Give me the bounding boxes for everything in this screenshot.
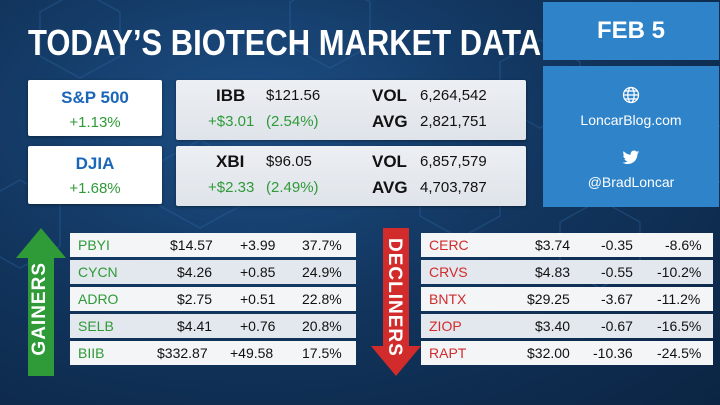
change: -3.67 xyxy=(601,291,633,307)
etf-change: +$3.01 xyxy=(208,113,255,130)
page-title: TODAY’S BIOTECH MARKET DATA xyxy=(28,22,542,63)
table-row: BIIB $332.87 +49.58 17.5% xyxy=(70,341,356,365)
etf-card-xbi: XBI $96.05 +$2.33 (2.49%) VOL 6,857,579 … xyxy=(176,146,526,206)
pct-change: -11.2% xyxy=(657,291,701,307)
pct-change: -10.2% xyxy=(657,264,702,280)
ticker: ADRO xyxy=(78,291,119,307)
change: +0.85 xyxy=(240,264,276,280)
table-row: CERC $3.74 -0.35 -8.6% xyxy=(421,233,713,257)
index-card-sp500: S&P 500 +1.13% xyxy=(28,80,162,136)
pct-change: -16.5% xyxy=(657,318,702,334)
etf-card-ibb: IBB $121.56 +$3.01 (2.54%) VOL 6,264,542… xyxy=(176,80,526,140)
index-name: S&P 500 xyxy=(61,88,129,107)
etf-vol: 6,857,579 xyxy=(420,153,487,170)
ticker: SELB xyxy=(78,318,114,334)
globe-icon xyxy=(543,86,719,109)
etf-pct: (2.54%) xyxy=(266,113,319,130)
etf-vol-label: VOL xyxy=(372,152,407,171)
price: $2.75 xyxy=(177,291,213,307)
etf-avg-label: AVG xyxy=(372,112,408,131)
etf-avg: 4,703,787 xyxy=(420,179,487,196)
price: $32.00 xyxy=(527,345,570,361)
index-name: DJIA xyxy=(75,154,115,173)
table-row: CYCN $4.26 +0.85 24.9% xyxy=(70,260,356,284)
price: $4.83 xyxy=(535,264,571,280)
ticker: RAPT xyxy=(429,345,467,361)
price: $332.87 xyxy=(157,345,208,361)
table-row: ADRO $2.75 +0.51 22.8% xyxy=(70,287,356,311)
gainers-label: GAINERS xyxy=(29,262,50,356)
date-badge: FEB 5 xyxy=(543,2,719,60)
pct-change: 22.8% xyxy=(302,291,342,307)
ticker: PBYI xyxy=(78,237,110,253)
table-row: ZIOP $3.40 -0.67 -16.5% xyxy=(421,314,713,338)
change: -10.36 xyxy=(593,345,633,361)
index-card-djia: DJIA +1.68% xyxy=(28,146,162,204)
ticker: ZIOP xyxy=(429,318,462,334)
price: $4.26 xyxy=(177,264,213,280)
etf-change: +$2.33 xyxy=(208,179,255,196)
gainers-table: PBYI $14.57 +3.99 37.7% CYCN $4.26 +0.85… xyxy=(70,233,356,368)
pct-change: -8.6% xyxy=(665,237,702,253)
up-arrow-icon xyxy=(16,228,66,376)
ticker: BNTX xyxy=(429,291,467,307)
etf-vol-label: VOL xyxy=(372,86,407,105)
ticker: CYCN xyxy=(78,264,118,280)
table-row: CRVS $4.83 -0.55 -10.2% xyxy=(421,260,713,284)
table-row: RAPT $32.00 -10.36 -24.5% xyxy=(421,341,713,365)
table-row: BNTX $29.25 -3.67 -11.2% xyxy=(421,287,713,311)
etf-ticker: XBI xyxy=(216,152,245,171)
down-arrow-icon xyxy=(371,228,421,376)
table-row: PBYI $14.57 +3.99 37.7% xyxy=(70,233,356,257)
decliners-label: DECLINERS xyxy=(384,238,405,357)
price: $29.25 xyxy=(527,291,570,307)
etf-price: $121.56 xyxy=(266,87,321,104)
price: $4.41 xyxy=(177,318,213,334)
index-change: +1.68% xyxy=(69,180,121,197)
etf-ticker: IBB xyxy=(216,86,246,105)
change: -0.35 xyxy=(601,237,633,253)
twitter-bird-icon xyxy=(543,150,719,171)
pct-change: 20.8% xyxy=(302,318,342,334)
table-row: SELB $4.41 +0.76 20.8% xyxy=(70,314,356,338)
etf-vol: 6,264,542 xyxy=(420,87,487,104)
twitter-handle[interactable]: @BradLoncar xyxy=(587,174,675,190)
pct-change: -24.5% xyxy=(657,345,702,361)
change: +3.99 xyxy=(240,237,276,253)
price: $3.74 xyxy=(535,237,571,253)
price: $14.57 xyxy=(170,237,213,253)
change: -0.55 xyxy=(601,264,633,280)
etf-price: $96.05 xyxy=(266,153,312,170)
change: +49.58 xyxy=(230,345,274,361)
pct-change: 24.9% xyxy=(302,264,342,280)
ticker: CRVS xyxy=(429,264,468,280)
pct-change: 37.7% xyxy=(302,237,342,253)
etf-avg: 2,821,751 xyxy=(420,113,487,130)
etf-avg-label: AVG xyxy=(372,178,408,197)
change: +0.76 xyxy=(240,318,276,334)
website-link[interactable]: LoncarBlog.com xyxy=(580,112,682,128)
index-change: +1.13% xyxy=(69,114,121,131)
change: +0.51 xyxy=(240,291,276,307)
ticker: BIIB xyxy=(78,345,105,361)
etf-pct: (2.49%) xyxy=(266,179,319,196)
change: -0.67 xyxy=(601,318,633,334)
social-panel: LoncarBlog.com @BradLoncar xyxy=(543,66,719,207)
decliners-table: CERC $3.74 -0.35 -8.6% CRVS $4.83 -0.55 … xyxy=(421,233,713,368)
pct-change: 17.5% xyxy=(302,345,342,361)
ticker: CERC xyxy=(429,237,469,253)
price: $3.40 xyxy=(535,318,571,334)
